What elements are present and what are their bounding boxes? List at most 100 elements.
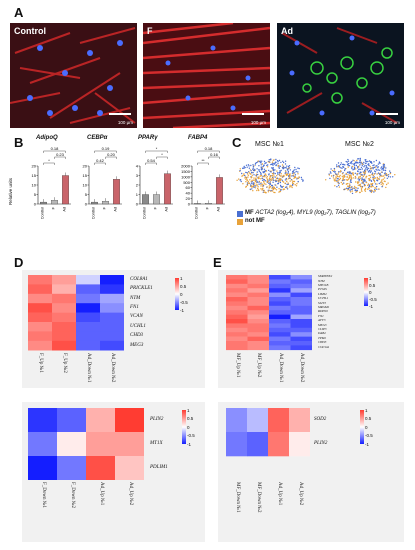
tsne-point bbox=[244, 166, 246, 169]
heatmap-cell bbox=[247, 341, 270, 346]
tsne-point bbox=[265, 192, 267, 194]
y-tick-label: 5 bbox=[34, 192, 37, 197]
heatmap-cell bbox=[290, 297, 312, 302]
tsne-point bbox=[348, 186, 350, 189]
heatmap-cell bbox=[269, 279, 291, 285]
tsne-point bbox=[293, 175, 295, 177]
tsne-point bbox=[282, 161, 285, 164]
heatmap-cell bbox=[269, 341, 291, 346]
tsne-point bbox=[293, 169, 295, 171]
tsne-point bbox=[366, 161, 368, 163]
tsne-point bbox=[250, 182, 253, 184]
tsne-point bbox=[261, 189, 263, 191]
tsne-point bbox=[356, 159, 358, 162]
tsne-point bbox=[285, 170, 287, 172]
tsne-point bbox=[254, 180, 257, 183]
tsne-point bbox=[245, 178, 247, 180]
tsne-point bbox=[286, 179, 288, 181]
heatmap-cell bbox=[226, 292, 248, 298]
tsne-point bbox=[394, 174, 396, 176]
tsne-point bbox=[339, 171, 342, 173]
tsne-point bbox=[286, 180, 288, 183]
tsne-point bbox=[263, 191, 265, 193]
tsne-point bbox=[294, 184, 296, 186]
micrograph-label: Control bbox=[14, 26, 46, 36]
heatmap-cell bbox=[115, 456, 144, 480]
tsne-point bbox=[341, 175, 343, 178]
tsne-point bbox=[269, 179, 271, 181]
tsne-point bbox=[337, 162, 340, 164]
tsne-point bbox=[372, 168, 374, 170]
heatmap-cell bbox=[28, 275, 53, 285]
heatmap-row-label: SOD2 bbox=[314, 417, 327, 422]
tsne-point bbox=[291, 179, 293, 181]
heatmap-row-label: SERPINE2 bbox=[318, 274, 333, 279]
tsne-point bbox=[355, 161, 357, 163]
heatmap-row-label: TPM2 bbox=[318, 335, 326, 340]
tsne-point bbox=[371, 162, 373, 164]
tsne-point bbox=[336, 186, 338, 188]
tsne-point bbox=[347, 188, 349, 190]
tsne-point bbox=[330, 175, 333, 177]
tsne-point bbox=[335, 176, 337, 178]
panel-letter-d: D bbox=[14, 255, 24, 270]
tsne-point bbox=[261, 177, 263, 179]
tsne-point bbox=[345, 172, 347, 175]
tsne-point bbox=[389, 170, 391, 172]
tsne-point bbox=[251, 186, 253, 188]
tsne-point bbox=[353, 164, 356, 166]
tsne-point bbox=[279, 184, 282, 187]
heatmap-row-label: PDLIM1 bbox=[150, 465, 168, 470]
heatmap-cell bbox=[247, 332, 270, 337]
tsne-point bbox=[373, 179, 376, 182]
tsne-point bbox=[353, 187, 355, 189]
tsne-point bbox=[288, 167, 290, 169]
heatmap-cell bbox=[268, 408, 290, 433]
tsne-point bbox=[368, 188, 370, 190]
heatmap-cell bbox=[76, 275, 101, 285]
tsne-point bbox=[249, 169, 252, 171]
tsne-point bbox=[262, 185, 265, 187]
x-tick-label: F bbox=[154, 206, 158, 209]
heatmap-row-label: CLIP3 bbox=[318, 327, 327, 331]
tsne-point bbox=[247, 174, 250, 176]
heatmap-cell bbox=[28, 312, 53, 323]
heatmap-cell bbox=[52, 275, 77, 285]
tsne-point bbox=[364, 171, 367, 173]
tsne-point bbox=[342, 179, 344, 182]
tsne-point bbox=[333, 179, 335, 181]
y-tick-label: 1000 bbox=[181, 174, 191, 179]
tsne-point bbox=[291, 172, 294, 174]
tsne-point bbox=[351, 192, 354, 195]
legend-mf-label: MF bbox=[245, 210, 254, 216]
significance-bracket bbox=[94, 162, 106, 165]
tsne-point bbox=[375, 166, 377, 168]
tsne-point bbox=[372, 167, 374, 169]
tsne-point bbox=[252, 183, 254, 185]
tsne-point bbox=[251, 188, 253, 190]
heatmap-cell bbox=[269, 323, 291, 329]
heatmap-row-label: LIMS2 bbox=[318, 291, 327, 296]
heatmap-cell bbox=[226, 288, 248, 293]
tsne-point bbox=[263, 180, 265, 183]
tsne-point bbox=[253, 177, 255, 179]
tsne-point bbox=[358, 178, 361, 181]
tsne-point bbox=[361, 177, 363, 179]
heatmap-row-label: MRGM2 bbox=[318, 305, 330, 309]
tsne-point bbox=[346, 161, 348, 163]
tsne-point bbox=[380, 183, 382, 185]
tsne-point bbox=[277, 165, 279, 167]
tsne-point bbox=[336, 180, 338, 183]
colorbar-tick-label: 1 bbox=[365, 407, 368, 413]
colorbar-gradient bbox=[182, 410, 186, 444]
tsne-point bbox=[256, 181, 258, 183]
tsne-point bbox=[387, 174, 390, 176]
tsne-point bbox=[282, 189, 284, 191]
scale-bar bbox=[376, 113, 398, 115]
tsne-point bbox=[295, 170, 297, 173]
tsne-point bbox=[282, 167, 284, 169]
tsne-point bbox=[294, 174, 297, 176]
tsne-point bbox=[358, 168, 360, 170]
tsne-point bbox=[273, 163, 276, 165]
tsne-point bbox=[371, 167, 373, 169]
